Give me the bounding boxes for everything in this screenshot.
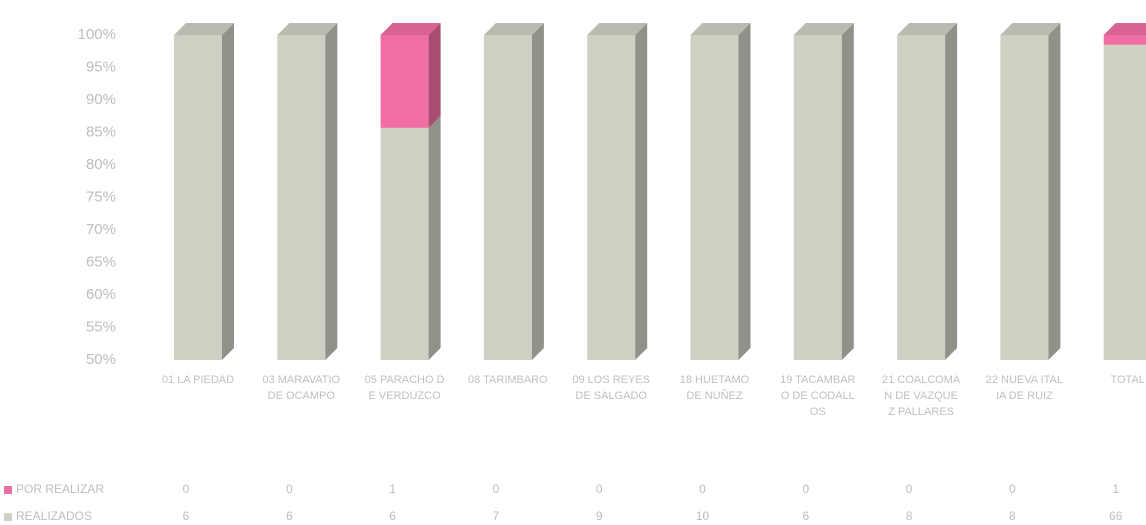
table-value: 0	[699, 482, 706, 496]
x-tick-label: 05 PARACHO DE VERDUZCO	[364, 374, 445, 402]
bar-top	[1103, 23, 1146, 35]
bar-top	[587, 23, 648, 35]
bar-side	[841, 23, 854, 360]
table-value: 10	[696, 509, 710, 523]
y-tick-label: 60%	[86, 286, 116, 303]
bar-side	[738, 23, 751, 360]
bar-segment	[1103, 35, 1146, 45]
x-tick-label: 01 LA PIEDAD	[161, 374, 235, 386]
bar-top	[277, 23, 338, 35]
x-tick-label: 22 NUEVA ITALIA DE RUIZ	[985, 374, 1064, 402]
y-tick-label: 95%	[86, 58, 116, 75]
bar-segment	[483, 35, 532, 360]
bar-side	[635, 23, 648, 360]
x-tick-label: 19 TACAMBARO DE CODALLOS	[780, 374, 856, 418]
table-value: 6	[389, 509, 396, 523]
x-tick-label: 03 MARAVATIO DE OCAMPO	[262, 374, 341, 402]
legend-label: POR REALIZAR	[16, 482, 104, 496]
bar-side	[531, 23, 544, 360]
y-tick-label: 55%	[86, 318, 116, 335]
bar-side	[428, 23, 441, 128]
table-value: 0	[493, 482, 500, 496]
bar-top	[897, 23, 958, 35]
table-value: 0	[1009, 482, 1016, 496]
bar-top	[1000, 23, 1061, 35]
x-tick-label: 18 HUETAMO DE NUÑEZ	[679, 374, 750, 402]
table-value: 6	[802, 509, 809, 523]
y-tick-label: 90%	[86, 91, 116, 108]
bar-segment	[277, 35, 326, 360]
x-tick-label: 09 LOS REYES DE SALGADO	[572, 374, 651, 402]
y-tick-label: 70%	[86, 221, 116, 238]
table-value: 1	[1112, 482, 1119, 496]
bar-side	[325, 23, 338, 360]
bar-segment	[380, 35, 429, 128]
bar-side	[945, 23, 958, 360]
table-value: 1	[389, 482, 396, 496]
bar-segment	[793, 35, 842, 360]
bar-segment	[380, 127, 429, 360]
table-value: 0	[802, 482, 809, 496]
table-value: 0	[286, 482, 293, 496]
bar-top	[174, 23, 234, 35]
table-value: 0	[596, 482, 603, 496]
x-tick-label: 08 TARIMBARO	[468, 374, 548, 386]
table-value: 6	[286, 509, 293, 523]
table-value: 66	[1109, 509, 1123, 523]
bar-side	[428, 115, 441, 360]
table-value: 9	[596, 509, 603, 523]
bar-segment	[1103, 44, 1146, 361]
legend-label: REALIZADOS	[16, 509, 92, 523]
y-tick-label: 75%	[86, 188, 116, 205]
bar-segment	[1000, 35, 1049, 360]
x-tick-label: 21 COALCOMAN DE VAZQUEZ PALLARES	[881, 374, 961, 418]
table-value: 8	[906, 509, 913, 523]
y-tick-label: 65%	[86, 253, 116, 270]
bar-top	[483, 23, 544, 35]
y-tick-label: 85%	[86, 123, 116, 140]
y-tick-label: 50%	[86, 351, 116, 368]
bar-top	[380, 23, 441, 35]
table-value: 6	[183, 509, 190, 523]
y-tick-label: 100%	[78, 26, 116, 43]
table-value: 8	[1009, 509, 1016, 523]
table-value: 0	[183, 482, 190, 496]
table-value: 7	[493, 509, 500, 523]
table-value: 0	[906, 482, 913, 496]
bar-segment	[174, 35, 222, 360]
legend-swatch	[4, 486, 12, 494]
bar-top	[690, 23, 751, 35]
y-tick-label: 80%	[86, 156, 116, 173]
bar-segment	[897, 35, 946, 360]
bar-side	[222, 23, 234, 360]
bar-segment	[690, 35, 739, 360]
bar-side	[1048, 23, 1061, 360]
bar-top	[793, 23, 854, 35]
x-tick-label: TOTAL	[1110, 374, 1145, 386]
legend-swatch	[4, 513, 12, 521]
bar-segment	[587, 35, 636, 360]
